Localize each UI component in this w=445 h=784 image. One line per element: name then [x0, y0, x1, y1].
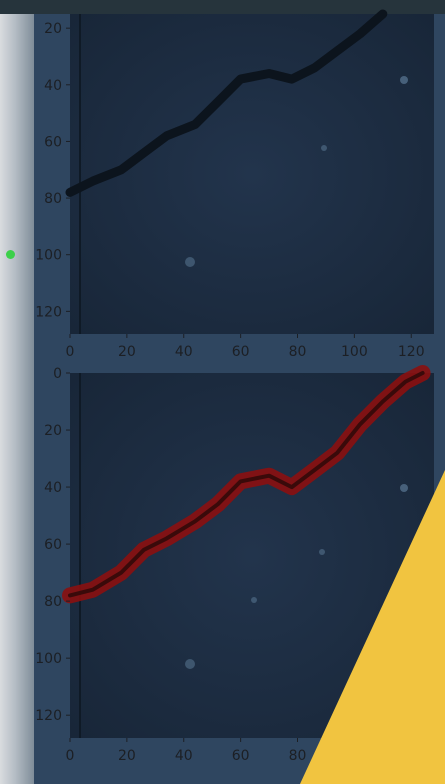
x-tick-label: 80 [289, 748, 307, 764]
x-tick-label: 0 [66, 748, 75, 764]
top-axis-ticks: 20 40 60 80 100 120 0 20 40 60 80 100 120 [35, 21, 424, 360]
x-tick-label: 0 [66, 344, 75, 360]
speck [185, 659, 195, 669]
speck [400, 484, 408, 492]
top-plot: 20 40 60 80 100 120 0 20 40 60 80 100 120 [35, 9, 434, 360]
bottom-axis-ticks: 0 20 40 60 80 100 120 0 20 40 60 80 [35, 366, 306, 764]
left-edge-strip [0, 14, 34, 784]
speck [321, 145, 327, 151]
x-tick-label: 120 [398, 344, 425, 360]
y-tick-label: 80 [44, 594, 62, 610]
y-tick-label: 100 [35, 248, 62, 264]
y-tick-label: 20 [44, 21, 62, 37]
speck [185, 257, 195, 267]
speck [319, 549, 325, 555]
x-tick-label: 40 [175, 344, 193, 360]
crack-line [68, 371, 425, 598]
y-tick-label: 0 [53, 366, 62, 382]
y-tick-label: 60 [44, 537, 62, 553]
top-image [70, 14, 434, 334]
yellow-corner-shape [300, 470, 445, 784]
y-tick-label: 120 [35, 708, 62, 724]
y-tick-label: 40 [44, 78, 62, 94]
window-top-bar [0, 0, 445, 14]
y-tick-label: 40 [44, 480, 62, 496]
x-tick-label: 20 [118, 748, 136, 764]
status-dot [6, 250, 15, 259]
y-tick-label: 120 [35, 304, 62, 320]
x-tick-label: 60 [232, 748, 250, 764]
y-tick-label: 20 [44, 423, 62, 439]
y-tick-label: 60 [44, 134, 62, 150]
x-tick-label: 80 [289, 344, 307, 360]
y-tick-label: 80 [44, 191, 62, 207]
speck [400, 76, 408, 84]
y-tick-label: 100 [35, 651, 62, 667]
x-tick-label: 20 [118, 344, 136, 360]
x-tick-label: 100 [341, 344, 368, 360]
x-tick-label: 40 [175, 748, 193, 764]
speck [251, 597, 257, 603]
crack-line [65, 9, 388, 197]
x-tick-label: 60 [232, 344, 250, 360]
